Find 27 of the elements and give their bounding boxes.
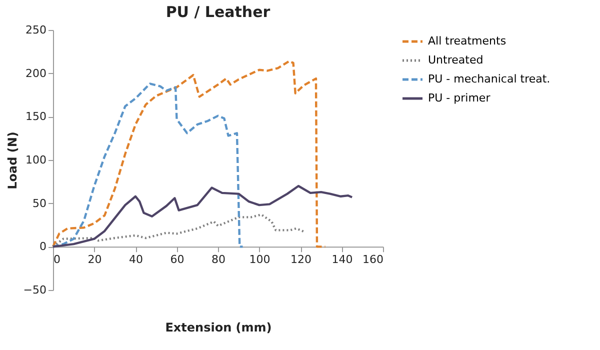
x-tick-label: 20 [88,253,102,266]
x-tick-label: 160 [362,253,384,266]
legend-label: All treatments [428,34,506,48]
y-tick-label: 0 [40,240,46,254]
x-tick-label: 100 [249,253,270,266]
x-tick-label: 80 [212,253,226,266]
legend-label: PU - primer [428,92,491,104]
line-series [52,82,244,248]
x-axis-title: Extension (mm) [165,320,272,334]
y-axis-title: Load (N) [5,132,20,190]
line-series [52,214,306,248]
y-tick-label: 200 [26,66,46,80]
y-tick-label: −50 [23,284,46,296]
line-series [52,184,354,248]
x-tick-label: 40 [129,253,143,266]
x-tick-label: 0 [54,253,60,266]
y-tick-label: 250 [26,24,46,36]
x-tick-label: 120 [290,253,312,266]
chart-title: PU / Leather [166,3,271,21]
y-tick-label: 100 [26,154,46,166]
y-tick-label: 150 [26,110,46,124]
y-tick-label: 50 [32,196,46,210]
legend-label: Untreated [428,54,484,66]
x-tick-label: 60 [170,253,184,266]
legend-label: PU - mechanical treat. [428,72,550,86]
line-series [52,60,326,248]
x-tick-label: 140 [332,253,353,266]
